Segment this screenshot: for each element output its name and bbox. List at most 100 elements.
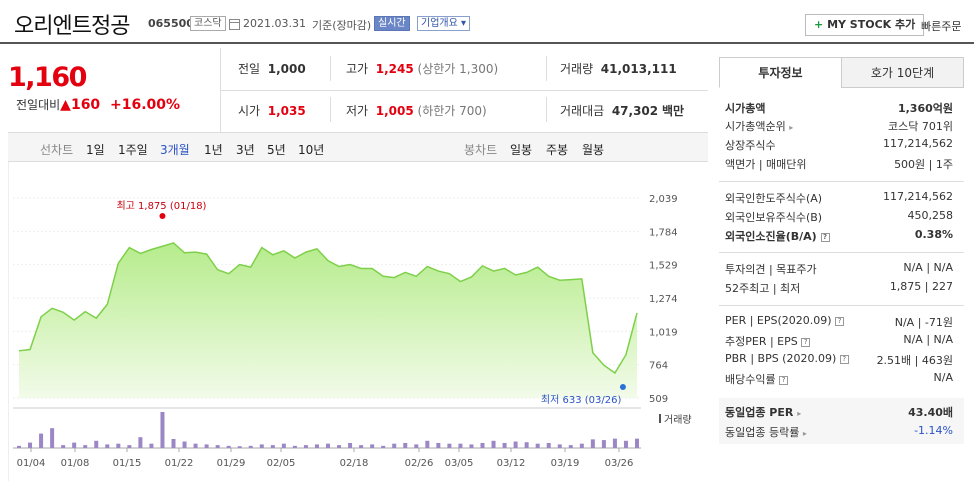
candle-daily[interactable]: 일봉 (510, 143, 533, 157)
volume-bar (436, 442, 441, 448)
volume-bar (469, 444, 474, 448)
sector-summary (719, 398, 964, 444)
volume-bar (94, 440, 99, 448)
volume-bar (601, 440, 606, 448)
divider (719, 252, 964, 253)
help-icon[interactable]: ? (839, 354, 849, 364)
help-icon[interactable]: ? (820, 232, 830, 242)
volume-bar (447, 443, 452, 448)
plus-icon: + (814, 18, 824, 31)
market-tag: 코스닥 (190, 16, 226, 31)
volume-bar (381, 445, 386, 448)
help-icon[interactable]: ? (835, 316, 845, 326)
candle-chart-label: 봉차트 (464, 143, 498, 157)
volume-bar (248, 445, 253, 448)
volume-bar (160, 412, 165, 448)
stat-high: 고가 1,245 (상한가 1,300) (346, 62, 499, 76)
row-pbr: PBR | BPS (2020.09) ? 2.51배 | 463원 (725, 352, 953, 367)
volume-bar (83, 445, 88, 448)
row-shares: 상장주식수 117,214,562 (725, 137, 953, 152)
row-cap-rank[interactable]: 시가총액순위 ▸ 코스닥 701위 (725, 120, 953, 133)
realtime-tag[interactable]: 실시간 (374, 16, 410, 31)
x-tick-label: 01/22 (165, 458, 194, 469)
chevron-right-icon: ▸ (802, 429, 807, 438)
volume-bar (535, 443, 540, 448)
volume-bar (17, 445, 21, 448)
volume-bar (546, 442, 551, 448)
stat-low: 저가 1,005 (하한가 700) (346, 104, 487, 118)
high-annotation: 최고 1,875 (01/18) (116, 200, 206, 212)
company-overview-label: 기업개요 (421, 18, 458, 29)
stock-header: 오리엔트정공 065500 코스닥 2021.03.31 기준(장마감) 실시간… (0, 0, 974, 44)
volume-bar (414, 444, 419, 448)
candle-monthly[interactable]: 월봉 (582, 143, 605, 157)
row-sector-per[interactable]: 동일업종 PER ▸ 43.40배 (725, 406, 953, 419)
price-date: 2021.03.31 (243, 17, 306, 30)
volume-bar (524, 442, 529, 448)
volume-bar (171, 439, 176, 448)
volume-bar (72, 442, 77, 448)
calendar-icon (229, 19, 240, 30)
tab-investment-info[interactable]: 투자정보 (719, 57, 842, 88)
volume-bar (259, 444, 264, 448)
tab-quote-10[interactable]: 호가 10단계 (841, 57, 964, 88)
price-line (18, 242, 638, 375)
chevron-right-icon: ▸ (789, 123, 794, 132)
divider (719, 181, 964, 182)
volume-bar (326, 443, 330, 448)
row-market-cap: 시가총액 1,360억원 (725, 102, 953, 115)
volume-bar (182, 441, 187, 448)
mystock-add-button[interactable]: + MY STOCK 추가 (805, 14, 925, 36)
period-3y[interactable]: 3년 (236, 143, 255, 157)
x-tick-label: 01/15 (113, 458, 142, 469)
period-10y[interactable]: 10년 (298, 143, 325, 157)
volume-bar (623, 440, 628, 448)
mystock-add-label: MY STOCK 추가 (827, 18, 916, 31)
volume-bar (39, 433, 44, 448)
volume-bar (403, 442, 408, 448)
volume-bar (281, 443, 286, 448)
volume-bar (215, 445, 220, 448)
period-3m[interactable]: 3개월 (160, 143, 190, 157)
y-tick-label: 1,274 (649, 294, 678, 305)
volume-label: 거래량 (664, 414, 692, 426)
line-chart-label: 선차트 (40, 143, 74, 157)
price-change: 전일대비▲160 +16.00% (16, 96, 180, 113)
divider (220, 48, 221, 132)
current-price: 1,160 (8, 62, 87, 93)
x-tick-label: 03/12 (497, 458, 526, 469)
stock-code: 065500 (148, 17, 194, 30)
chevron-right-icon: ▸ (797, 409, 802, 418)
period-1y[interactable]: 1년 (204, 143, 223, 157)
volume-bar (568, 445, 573, 448)
volume-bar (392, 443, 397, 448)
period-1d[interactable]: 1일 (86, 143, 105, 157)
quick-order-link[interactable]: 빠른주문 (921, 20, 962, 33)
stat-open: 시가 1,035 (238, 104, 306, 118)
volume-bar (579, 443, 584, 448)
period-5y[interactable]: 5년 (267, 143, 286, 157)
x-tick-label: 02/18 (340, 458, 369, 469)
volume-bar (292, 445, 297, 448)
info-tabs: 투자정보 호가 10단계 (719, 57, 964, 88)
volume-bar (314, 444, 319, 448)
stat-prev-close: 전일 1,000 (238, 62, 306, 76)
help-icon[interactable]: ? (801, 337, 811, 347)
divider (719, 305, 964, 306)
y-tick-label: 2,039 (649, 194, 678, 205)
row-sector-rate[interactable]: 동일업종 등락률 ▸ -1.14% (725, 424, 953, 439)
up-arrow-icon: ▲ (60, 97, 71, 113)
period-1w[interactable]: 1주일 (118, 143, 148, 157)
x-tick-label: 01/08 (61, 458, 90, 469)
volume-bar (193, 443, 198, 448)
divider (330, 56, 331, 81)
volume-bar (635, 438, 639, 448)
y-tick-label: 1,784 (649, 227, 678, 238)
stat-volume: 거래량 41,013,111 (560, 62, 677, 76)
volume-bar (127, 445, 132, 448)
help-icon[interactable]: ? (779, 375, 789, 385)
y-tick-label: 1,529 (649, 261, 678, 272)
company-overview-dropdown[interactable]: 기업개요 ▾ (417, 16, 471, 31)
stat-amount: 거래대금 47,302 백만 (560, 104, 685, 118)
candle-weekly[interactable]: 주봉 (546, 143, 569, 157)
